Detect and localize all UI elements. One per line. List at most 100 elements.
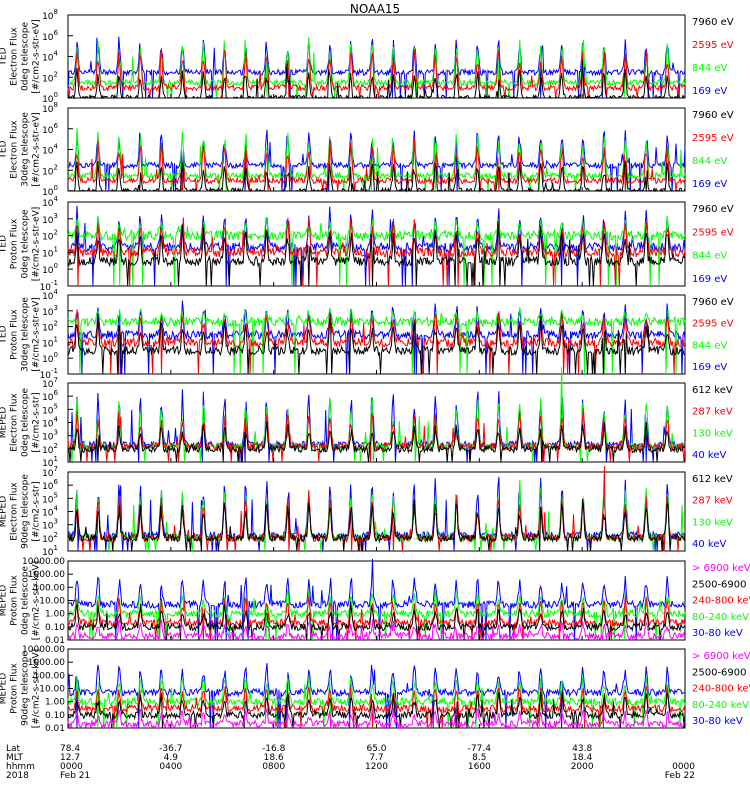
y-axis-label: MEPED Electron Flux 0deg telescope [#/cm2-s… — [0, 388, 42, 458]
y-axis-label-line: TED — [0, 325, 9, 344]
series-line-612-kev — [67, 499, 686, 552]
y-tick-label: 108 — [42, 8, 58, 22]
time-axis-value: -16.8 — [262, 744, 286, 754]
y-tick-label: 10.00 — [39, 685, 65, 695]
legend-entry: 169 eV — [692, 86, 727, 97]
series-line-30-80-kev — [67, 558, 686, 641]
y-tick-label: 103 — [42, 304, 58, 318]
legend-entry: 287 keV — [692, 407, 733, 418]
y-tick-label: 1.00 — [45, 698, 65, 708]
y-tick-label: 100 — [42, 351, 58, 365]
y-tick-label: 104 — [42, 505, 58, 519]
time-axis-value: -77.4 — [468, 744, 492, 754]
series-line-7960-ev — [67, 316, 686, 375]
y-axis-label-line: [#/cm2-s-str-eV] — [32, 112, 42, 187]
time-axis-row-label: Lat — [6, 744, 21, 754]
y-tick-label: 106 — [42, 122, 58, 136]
y-tick-label: 0.01 — [45, 724, 65, 734]
series-line-169-ev — [67, 300, 686, 375]
y-axis-label-line: MEPED — [0, 585, 9, 617]
y-tick-label: 103 — [42, 518, 58, 532]
legend-entry: 80-240 keV — [692, 612, 749, 623]
legend-entry: > 6900 keV — [692, 563, 750, 574]
series-line-2595-ev — [67, 137, 686, 192]
y-tick-label: 100.00 — [34, 583, 66, 593]
y-tick-label: 100.00 — [34, 671, 66, 681]
y-axis-label-line: [#/cm2-s-str-keV] — [32, 649, 42, 728]
y-axis-label: MEPED Electron Flux 90deg telescope [#/cm2-… — [0, 474, 42, 549]
y-tick-label: 101 — [42, 335, 58, 349]
y-tick-label: 102 — [42, 531, 58, 545]
panel-8: 0.010.101.0010.00100.001000.0010000.00ME… — [0, 645, 750, 734]
time-axis-value: Feb 21 — [60, 771, 90, 781]
y-axis-label: TED Proton Flux 0deg telescope [#/cm2-s-str… — [0, 207, 42, 282]
legend-entry: 2595 eV — [692, 227, 734, 238]
y-axis-label-line: [#/cm2-s-str] — [32, 392, 42, 452]
y-tick-label: 106 — [42, 478, 58, 492]
time-axis-row-label: MLT — [6, 753, 24, 763]
y-axis-label-line: 0deg telescope — [21, 566, 31, 636]
y-axis-label-line: [#/cm2-s-str-eV] — [32, 19, 42, 94]
y-tick-label: 103 — [42, 212, 58, 226]
y-axis-label: MEPED Proton Flux 0deg telescope [#/cm2-s-s… — [0, 561, 42, 640]
time-axis-value: 0800 — [262, 762, 285, 772]
y-axis-label-line: [#/cm2-s-str-eV] — [32, 207, 42, 282]
legend-entry: 844 eV — [692, 63, 727, 74]
y-tick-label: 105 — [42, 402, 58, 416]
y-tick-label: 104 — [42, 143, 58, 157]
y-tick-label: 103 — [42, 429, 58, 443]
time-axis-value: 2000 — [571, 762, 594, 772]
y-tick-label: 0.10 — [45, 711, 65, 721]
time-axis-value: 0000 — [60, 762, 83, 772]
time-axis-value: 65.0 — [366, 744, 386, 754]
legend-entry: 40 keV — [692, 450, 726, 461]
legend-entry: 80-240 keV — [692, 700, 749, 711]
series-line-2595-ev — [67, 217, 686, 287]
legend-entry: 2500-6900 — [692, 667, 747, 678]
legend-entry: 844 eV — [692, 251, 727, 262]
series-line-844-ev — [67, 127, 686, 192]
y-tick-label: 101 — [42, 245, 58, 259]
series-line-2500-6900 — [67, 601, 686, 641]
legend-entry: 130 keV — [692, 517, 733, 528]
y-axis-label-line: Proton Flux — [10, 218, 20, 269]
legend-entry: 7960 eV — [692, 17, 734, 28]
y-tick-label: 102 — [42, 442, 58, 456]
y-axis-label-line: 0deg telescope — [21, 388, 31, 458]
time-axis-row-label: 2018 — [6, 771, 29, 781]
y-axis-label-line: Proton Flux — [10, 663, 20, 714]
y-tick-label: 1000.00 — [28, 658, 65, 668]
time-axis-value: 4.9 — [164, 753, 179, 763]
legend-entry: 240-800 keV — [692, 684, 750, 695]
y-tick-label: 106 — [42, 389, 58, 403]
y-tick-label: 102 — [42, 320, 58, 334]
legend-entry: 844 eV — [692, 156, 727, 167]
series-line-2595-ev — [67, 309, 686, 375]
y-axis-label-line: MEPED — [0, 496, 9, 528]
y-tick-label: 104 — [42, 416, 58, 430]
time-axis-value: 0000 — [672, 762, 695, 772]
time-axis-value: 1600 — [468, 762, 491, 772]
y-axis-label-line: MEPED — [0, 407, 9, 439]
y-tick-label: 102 — [42, 229, 58, 243]
y-axis-label-line: [#/cm2-s-str-eV] — [32, 297, 42, 372]
series-line-240-800-kev — [67, 685, 686, 729]
legend-entry: 169 eV — [692, 362, 727, 373]
y-tick-label: 102 — [42, 70, 58, 84]
y-axis-label: TED Electron Flux 30deg telescope [#/cm2-s-… — [0, 112, 42, 187]
y-axis-label-line: Electron Flux — [10, 482, 20, 541]
series-line-80-240-kev — [67, 675, 686, 729]
legend-entry: 7960 eV — [692, 204, 734, 215]
legend-entry: 130 keV — [692, 428, 733, 439]
y-axis-label-line: 0deg telescope — [21, 209, 31, 279]
legend-entry: 2500-6900 — [692, 579, 747, 590]
time-axis-value: Feb 22 — [665, 771, 695, 781]
series-line-844-ev — [67, 215, 686, 287]
y-axis-label-line: [#/cm2-s-str] — [32, 481, 42, 541]
y-axis-label-line: Proton Flux — [10, 575, 20, 626]
